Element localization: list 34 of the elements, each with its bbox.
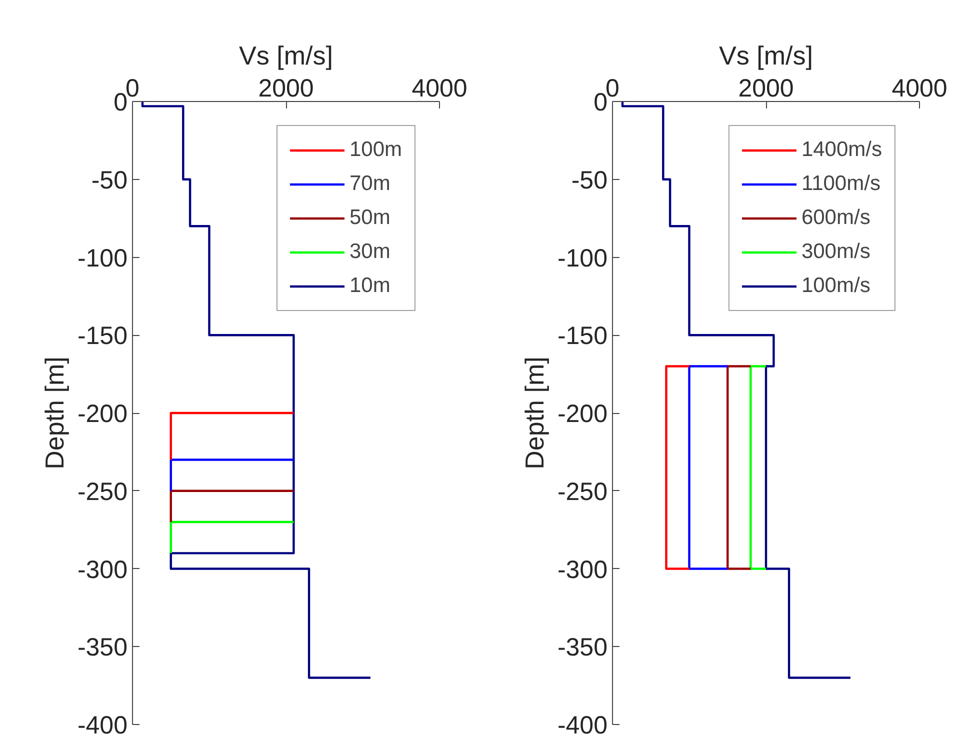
legend-label: 10m <box>349 274 390 298</box>
y-axis-title: Depth [m] <box>39 356 70 470</box>
legend-label: 1400m/s <box>801 138 882 162</box>
y-tick-label: -50 <box>571 166 608 194</box>
legend-label: 100m/s <box>801 274 870 298</box>
legend-label: 1100m/s <box>801 172 880 196</box>
x-axis-title: Vs [m/s] <box>239 40 333 70</box>
y-tick-label: -400 <box>557 712 608 740</box>
y-tick-label: -350 <box>557 634 608 662</box>
y-tick-label: -100 <box>77 244 128 272</box>
y-tick-label: -200 <box>557 400 608 428</box>
legend-label: 70m <box>349 172 390 196</box>
y-tick-label: -200 <box>77 400 128 428</box>
legend-label: 300m/s <box>801 240 870 264</box>
x-tick-label: 4000 <box>892 74 948 102</box>
x-tick-label: 2000 <box>738 74 794 102</box>
legend-label: 600m/s <box>801 206 870 230</box>
legend-label: 30m <box>349 240 390 264</box>
x-axis-title: Vs [m/s] <box>719 40 813 70</box>
legend-label: 50m <box>349 206 390 230</box>
y-tick-label: -150 <box>77 322 128 350</box>
x-tick-label: 4000 <box>412 74 468 102</box>
y-tick-label: -250 <box>557 478 608 506</box>
y-tick-label: -300 <box>77 556 128 584</box>
y-tick-label: -250 <box>77 478 128 506</box>
y-tick-label: -350 <box>77 634 128 662</box>
y-tick-label: -400 <box>77 712 128 740</box>
y-tick-label: -50 <box>91 166 128 194</box>
x-tick-label: 2000 <box>258 74 314 102</box>
y-tick-label: -100 <box>557 244 608 272</box>
y-axis-title: Depth [m] <box>519 356 550 470</box>
y-tick-label: -150 <box>557 322 608 350</box>
legend-label: 100m <box>349 138 402 162</box>
y-tick-label: -300 <box>557 556 608 584</box>
